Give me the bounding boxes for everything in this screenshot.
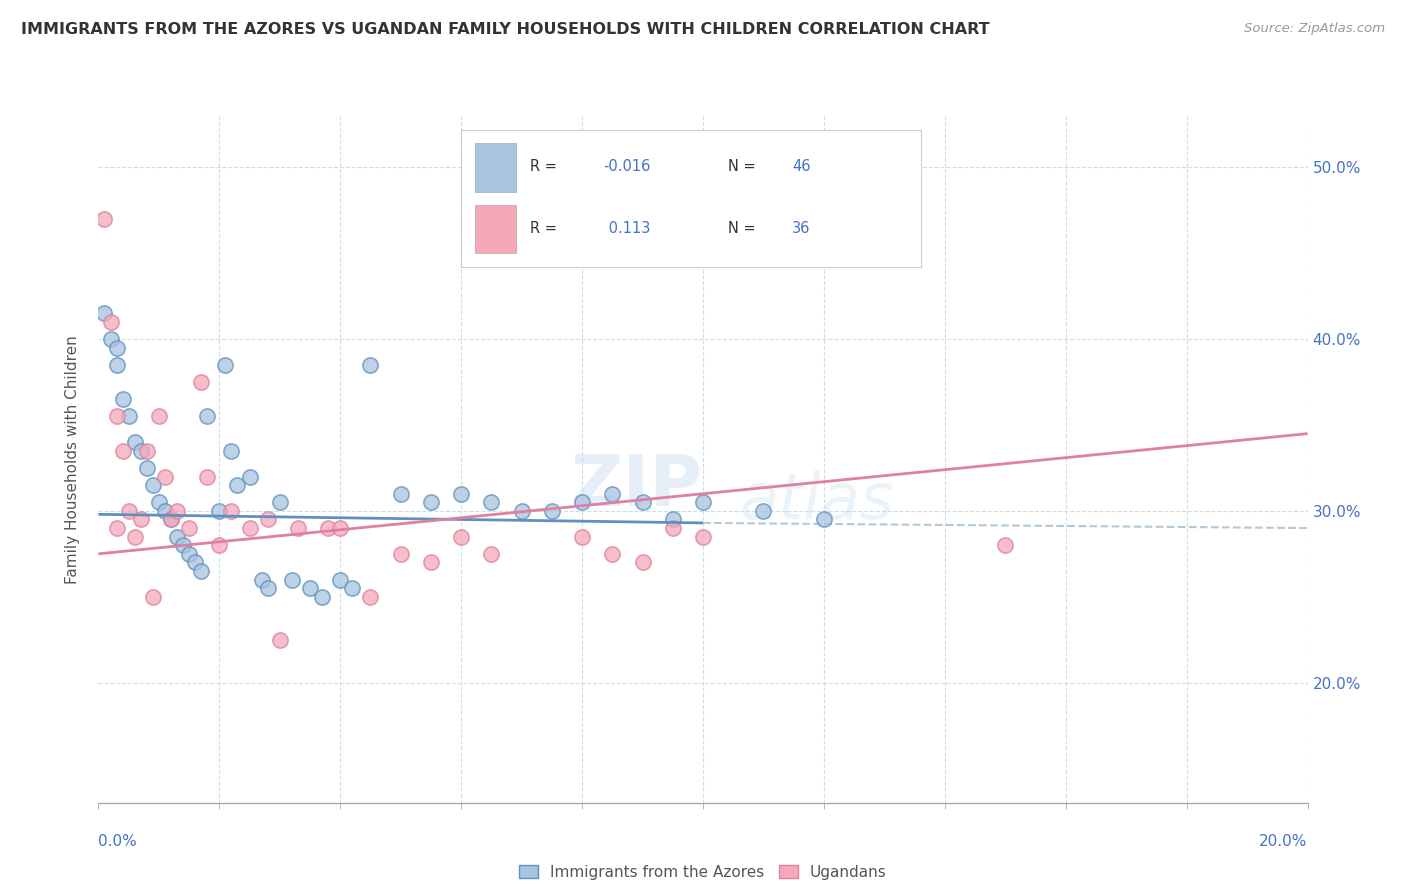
Point: [214, 358, 236, 372]
Point: [420, 495, 443, 509]
Point: [631, 495, 654, 509]
Point: [129, 512, 152, 526]
Point: [208, 504, 231, 518]
Point: [602, 487, 624, 501]
Point: [195, 469, 218, 483]
Point: [124, 530, 146, 544]
Point: [389, 547, 412, 561]
Point: [692, 495, 714, 509]
Point: [239, 469, 262, 483]
Point: [105, 341, 128, 355]
Point: [389, 487, 412, 501]
Point: [316, 521, 339, 535]
Point: [299, 581, 322, 595]
Point: [329, 573, 352, 587]
Point: [342, 581, 364, 595]
Point: [481, 495, 503, 509]
Point: [111, 392, 134, 407]
Legend: Immigrants from the Azores, Ugandans: Immigrants from the Azores, Ugandans: [515, 860, 891, 885]
Point: [153, 504, 176, 518]
Point: [311, 590, 333, 604]
Point: [662, 521, 685, 535]
Point: [166, 530, 188, 544]
Point: [105, 521, 128, 535]
Point: [420, 555, 443, 570]
Y-axis label: Family Households with Children: Family Households with Children: [65, 335, 80, 583]
Point: [190, 375, 212, 389]
Point: [100, 315, 122, 329]
Point: [148, 495, 170, 509]
Point: [153, 469, 176, 483]
Point: [135, 461, 157, 475]
Point: [93, 306, 115, 320]
Point: [195, 409, 218, 424]
Point: [631, 555, 654, 570]
Text: Source: ZipAtlas.com: Source: ZipAtlas.com: [1244, 22, 1385, 36]
Point: [166, 504, 188, 518]
Point: [142, 590, 165, 604]
Point: [221, 443, 243, 458]
Point: [118, 409, 141, 424]
Point: [179, 547, 201, 561]
Point: [360, 590, 382, 604]
Point: [184, 555, 207, 570]
Point: [208, 538, 231, 552]
Point: [256, 512, 278, 526]
Point: [994, 538, 1017, 552]
Point: [179, 521, 201, 535]
Point: [118, 504, 141, 518]
Point: [752, 504, 775, 518]
Point: [148, 409, 170, 424]
Point: [250, 573, 273, 587]
Point: [124, 435, 146, 450]
Point: [269, 495, 291, 509]
Point: [602, 547, 624, 561]
Point: [281, 573, 304, 587]
Point: [450, 530, 472, 544]
Point: [129, 443, 152, 458]
Point: [662, 512, 685, 526]
Point: [221, 504, 243, 518]
Point: [160, 512, 183, 526]
Point: [111, 443, 134, 458]
Point: [269, 632, 291, 647]
Point: [105, 358, 128, 372]
Point: [105, 409, 128, 424]
Point: [571, 530, 593, 544]
Point: [287, 521, 309, 535]
Point: [481, 547, 503, 561]
Text: IMMIGRANTS FROM THE AZORES VS UGANDAN FAMILY HOUSEHOLDS WITH CHILDREN CORRELATIO: IMMIGRANTS FROM THE AZORES VS UGANDAN FA…: [21, 22, 990, 37]
Text: ZIP: ZIP: [571, 452, 703, 521]
Point: [239, 521, 262, 535]
Point: [510, 504, 533, 518]
Point: [142, 478, 165, 492]
Text: atlas: atlas: [740, 469, 894, 532]
Point: [450, 487, 472, 501]
Point: [172, 538, 194, 552]
Point: [160, 512, 183, 526]
Point: [360, 358, 382, 372]
Point: [692, 530, 714, 544]
Point: [100, 332, 122, 346]
Point: [93, 212, 115, 227]
Point: [226, 478, 249, 492]
Point: [256, 581, 278, 595]
Point: [190, 564, 212, 578]
Text: 0.0%: 0.0%: [98, 834, 138, 849]
Text: 20.0%: 20.0%: [1260, 834, 1308, 849]
Point: [571, 495, 593, 509]
Point: [813, 512, 835, 526]
Point: [540, 504, 562, 518]
Point: [329, 521, 352, 535]
Point: [135, 443, 157, 458]
